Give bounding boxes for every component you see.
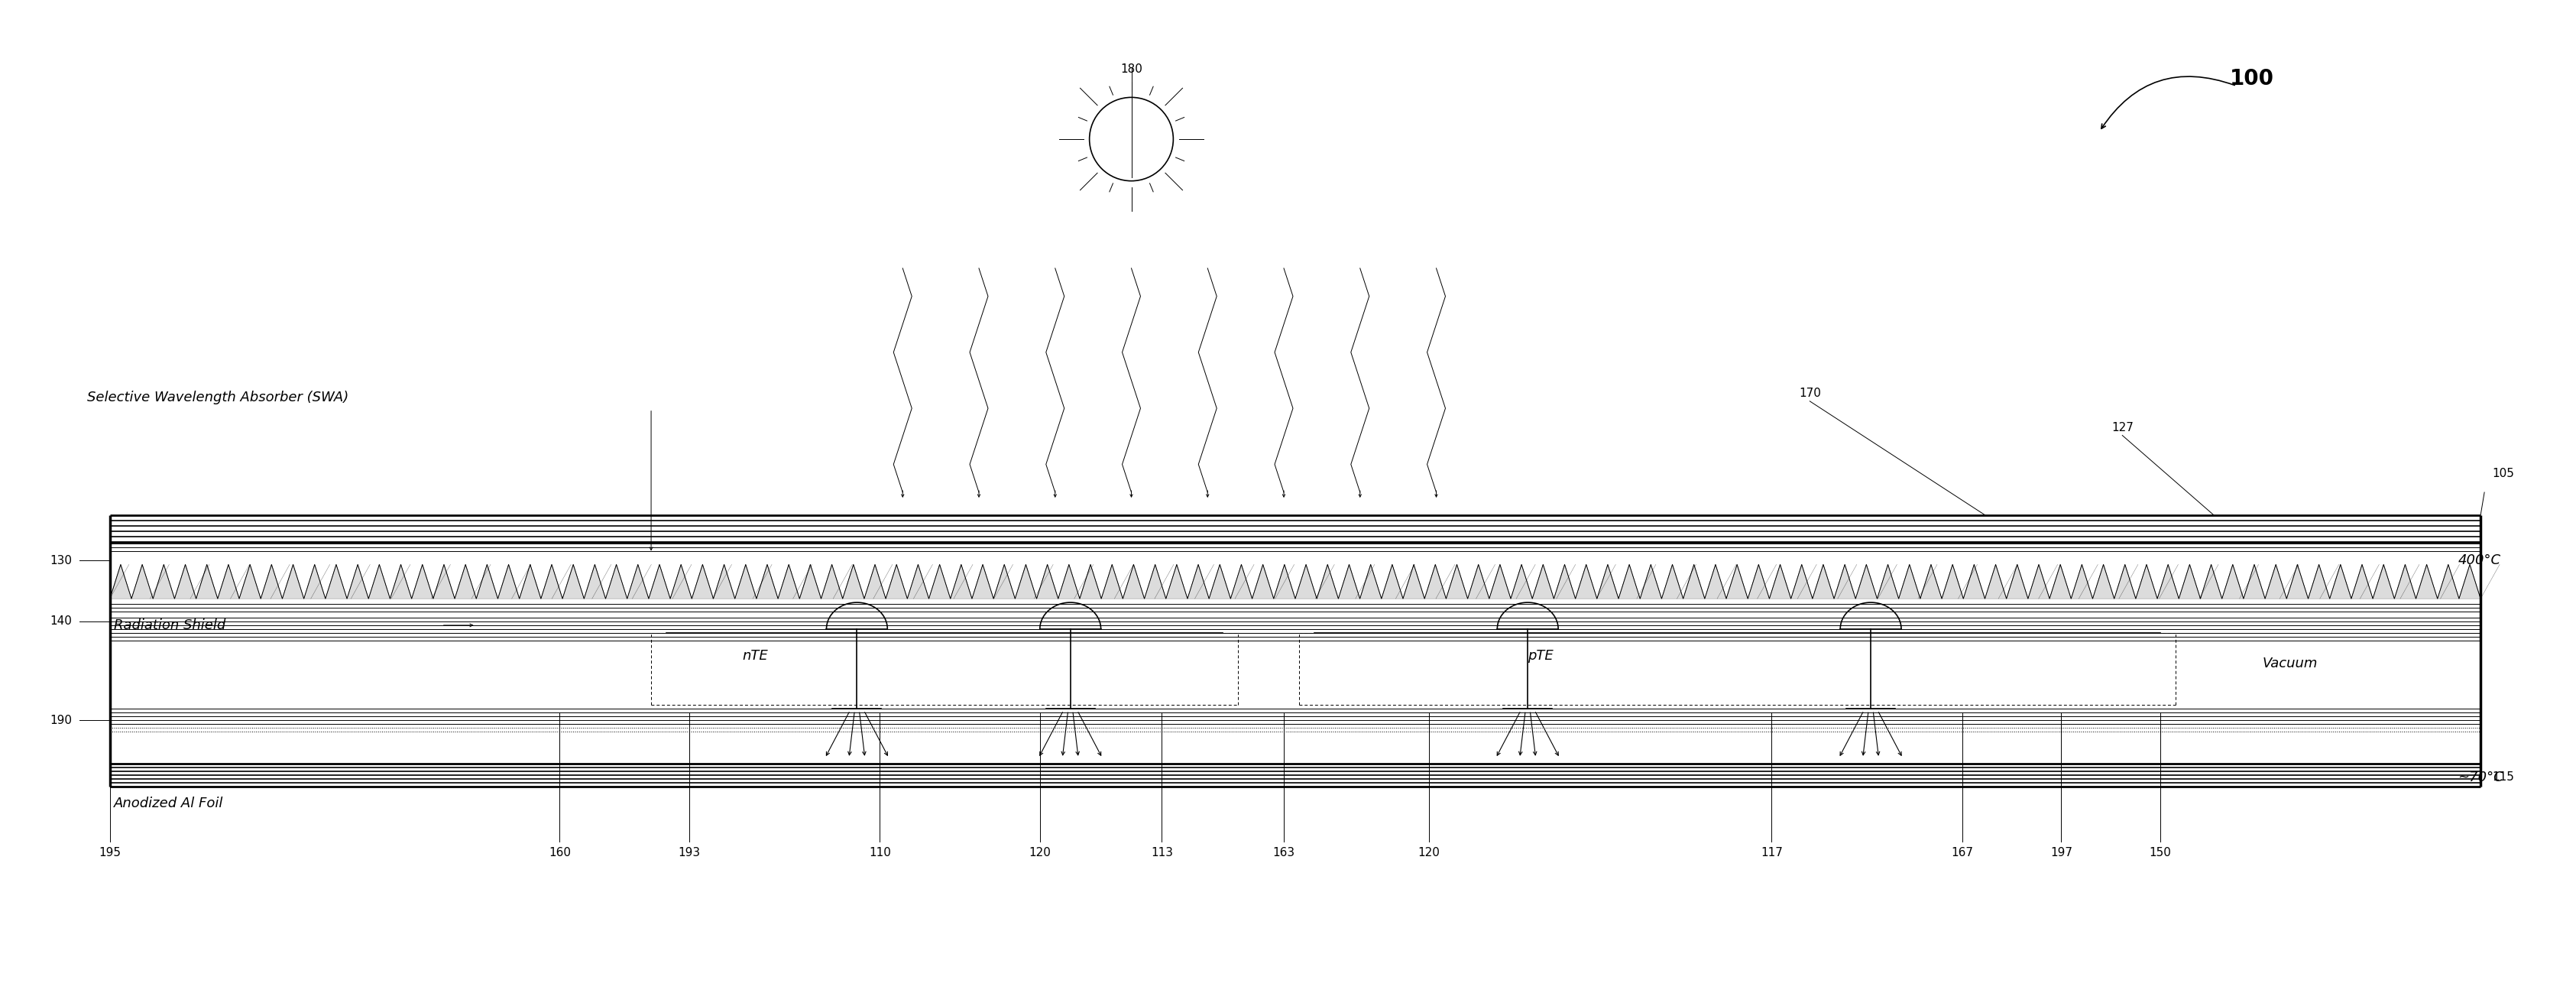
Text: 180: 180	[1121, 64, 1141, 74]
Text: 105: 105	[2491, 468, 2514, 479]
Text: 113: 113	[1151, 847, 1172, 859]
Text: 400°C: 400°C	[2458, 554, 2501, 568]
Polygon shape	[111, 564, 2481, 599]
Text: 110: 110	[868, 847, 891, 859]
Text: 117: 117	[1759, 847, 1783, 859]
Text: 167: 167	[1950, 847, 1973, 859]
Text: 163: 163	[1273, 847, 1296, 859]
Text: 120: 120	[1028, 847, 1051, 859]
Text: 127: 127	[2112, 422, 2133, 434]
Text: pTE: pTE	[1528, 648, 1553, 662]
Text: 150: 150	[2148, 847, 2172, 859]
Text: 190: 190	[49, 714, 72, 726]
Text: Selective Wavelength Absorber (SWA): Selective Wavelength Absorber (SWA)	[88, 390, 348, 404]
Text: 115: 115	[2491, 772, 2514, 782]
Text: 197: 197	[2050, 847, 2074, 859]
Text: 140: 140	[49, 616, 72, 628]
Text: 170: 170	[1798, 388, 1821, 399]
Text: 195: 195	[98, 847, 121, 859]
Text: Anodized Al Foil: Anodized Al Foil	[113, 796, 224, 810]
Text: 160: 160	[549, 847, 572, 859]
Text: nTE: nTE	[742, 648, 768, 662]
Text: Vacuum: Vacuum	[2262, 656, 2318, 670]
Text: Radiation Shield: Radiation Shield	[113, 619, 227, 633]
Text: 100: 100	[2231, 68, 2275, 89]
Text: ~70°C: ~70°C	[2458, 771, 2504, 784]
Text: 193: 193	[677, 847, 701, 859]
Text: 130: 130	[49, 555, 72, 566]
Text: 120: 120	[1417, 847, 1440, 859]
